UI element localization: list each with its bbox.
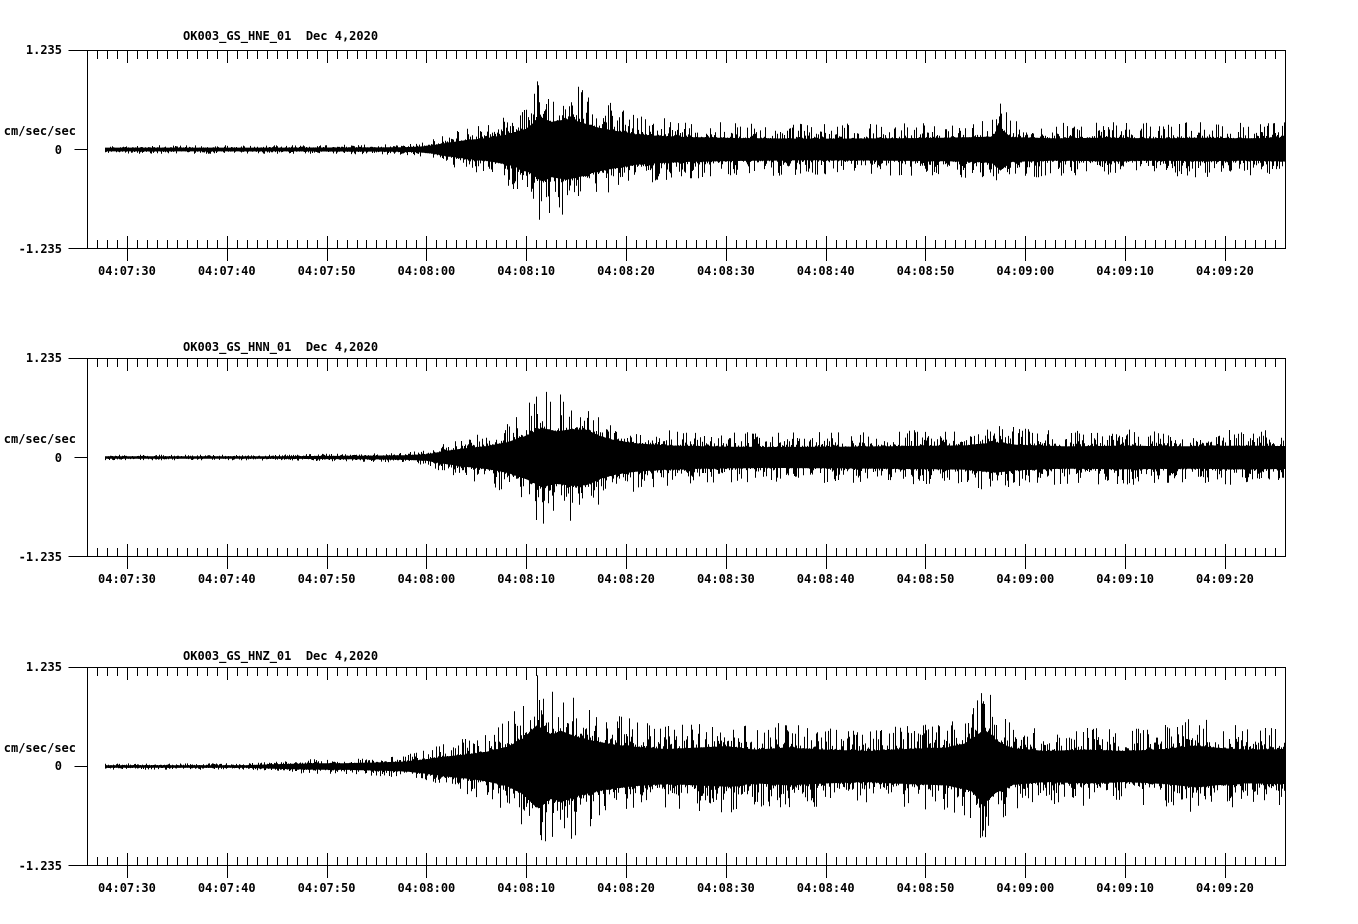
y-axis-max-label: 1.235: [25, 660, 62, 674]
waveform-trace: [105, 81, 1285, 220]
time-tick-label: 04:08:20: [597, 572, 655, 586]
time-tick-label: 04:09:10: [1096, 264, 1155, 278]
waveform-trace: [105, 675, 1285, 842]
time-tick-label: 04:09:20: [1196, 881, 1254, 895]
time-tick-label: 04:08:30: [696, 881, 755, 895]
axis-ticks: [68, 50, 1276, 261]
time-tick-label: 04:08:00: [397, 264, 456, 278]
time-tick-label: 04:08:00: [397, 881, 456, 895]
time-tick-label: 04:09:10: [1096, 881, 1155, 895]
time-tick-label: 04:09:00: [996, 572, 1055, 586]
time-tick-label: 04:07:50: [297, 264, 356, 278]
waveform-plot-hnn: [68, 358, 1286, 569]
time-tick-label: 04:08:40: [796, 264, 855, 278]
time-tick-label: 04:08:30: [696, 264, 755, 278]
time-tick-label: 04:07:30: [98, 572, 156, 586]
time-tick-label: 04:08:40: [796, 881, 855, 895]
time-tick-label: 04:09:20: [1196, 572, 1254, 586]
time-tick-label: 04:08:40: [796, 572, 855, 586]
waveform-plot-hnz: [68, 667, 1286, 878]
y-axis-max-label: 1.235: [25, 351, 62, 365]
time-tick-label: 04:07:30: [98, 881, 156, 895]
y-axis-max-label: 1.235: [25, 43, 62, 57]
time-tick-label: 04:09:00: [996, 881, 1055, 895]
y-axis-min-label: -1.235: [18, 859, 62, 873]
y-axis-unit-label: cm/sec/sec: [3, 741, 76, 755]
waveform-plot-hne: [68, 50, 1286, 261]
time-tick-label: 04:07:40: [197, 264, 256, 278]
time-tick-label: 04:09:00: [996, 264, 1055, 278]
time-tick-label: 04:09:10: [1096, 572, 1155, 586]
y-axis-zero-label: 0: [54, 451, 62, 465]
panel-title-hnn: OK003_GS_HNN_01 Dec 4,2020: [183, 340, 379, 354]
time-tick-label: 04:08:20: [597, 264, 655, 278]
time-tick-label: 04:08:50: [896, 881, 955, 895]
time-axis-labels-hnn: 04:07:30 04:07:40 04:07:50 04:08:00 04:08:10…: [0, 571, 1358, 589]
panel-title-hne: OK003_GS_HNE_01 Dec 4,2020: [183, 29, 379, 43]
axis-ticks: [68, 358, 1276, 569]
time-tick-label: 04:08:50: [896, 572, 955, 586]
time-tick-label: 04:08:00: [397, 572, 456, 586]
axis-ticks: [68, 667, 1276, 878]
time-tick-label: 04:08:10: [497, 881, 556, 895]
time-tick-label: 04:08:10: [497, 264, 556, 278]
y-axis-zero-label: 0: [54, 759, 62, 773]
y-axis-zero-label: 0: [54, 143, 62, 157]
panel-title-hnz: OK003_GS_HNZ_01 Dec 4,2020: [183, 649, 379, 663]
y-axis-min-label: -1.235: [18, 550, 62, 564]
time-axis-labels-hnz: 04:07:30 04:07:40 04:07:50 04:08:00 04:08:10…: [0, 880, 1358, 898]
time-tick-label: 04:07:50: [297, 881, 356, 895]
time-axis-labels-hne: 04:07:30 04:07:40 04:07:50 04:08:00 04:08:10…: [0, 263, 1358, 281]
time-tick-label: 04:08:50: [896, 264, 955, 278]
time-tick-label: 04:08:10: [497, 572, 556, 586]
time-tick-label: 04:09:20: [1196, 264, 1254, 278]
time-tick-label: 04:08:30: [696, 572, 755, 586]
time-tick-label: 04:07:40: [197, 572, 256, 586]
time-tick-label: 04:08:20: [597, 881, 655, 895]
time-tick-label: 04:07:50: [297, 572, 356, 586]
y-axis-unit-label: cm/sec/sec: [3, 124, 76, 138]
time-tick-label: 04:07:40: [197, 881, 256, 895]
y-axis-min-label: -1.235: [18, 242, 62, 256]
time-tick-label: 04:07:30: [98, 264, 156, 278]
y-axis-unit-label: cm/sec/sec: [3, 432, 76, 446]
waveform-trace: [105, 391, 1285, 524]
